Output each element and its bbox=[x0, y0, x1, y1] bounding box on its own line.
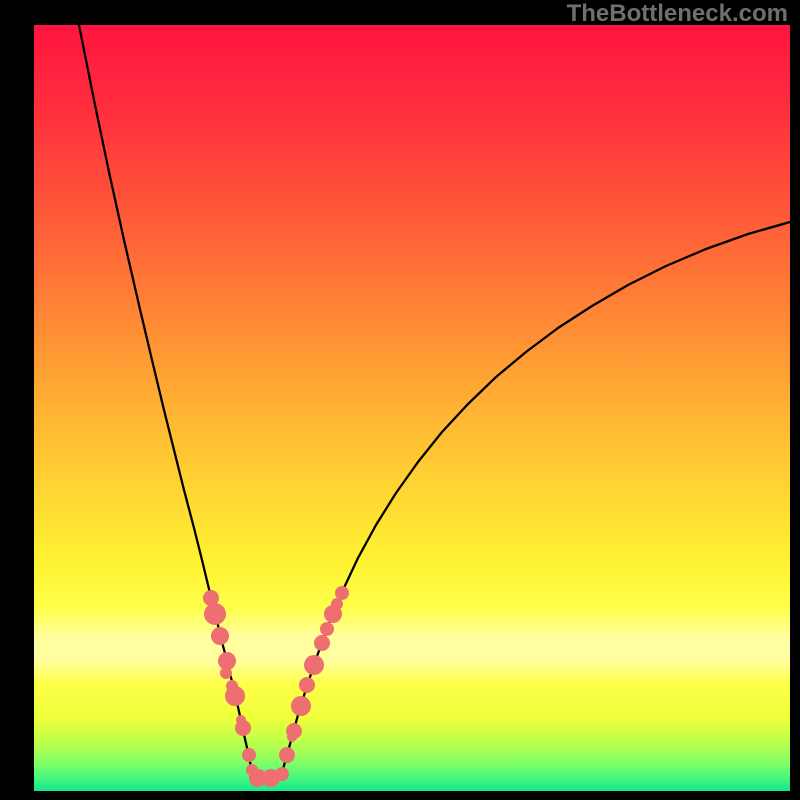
data-marker bbox=[291, 696, 311, 716]
plot-area bbox=[34, 25, 790, 791]
data-marker bbox=[299, 677, 315, 693]
data-marker bbox=[335, 586, 349, 600]
watermark-text: TheBottleneck.com bbox=[567, 0, 788, 28]
figure-frame: TheBottleneck.com bbox=[0, 0, 800, 800]
data-marker bbox=[287, 732, 297, 742]
data-marker bbox=[236, 715, 246, 725]
data-marker bbox=[320, 622, 334, 636]
data-marker bbox=[226, 680, 238, 692]
data-marker bbox=[314, 635, 330, 651]
data-marker bbox=[220, 667, 232, 679]
data-marker bbox=[279, 747, 295, 763]
data-marker bbox=[211, 627, 229, 645]
data-marker bbox=[304, 655, 324, 675]
data-marker bbox=[204, 603, 226, 625]
marker-layer bbox=[34, 25, 790, 791]
data-marker bbox=[275, 767, 289, 781]
data-marker bbox=[242, 748, 256, 762]
